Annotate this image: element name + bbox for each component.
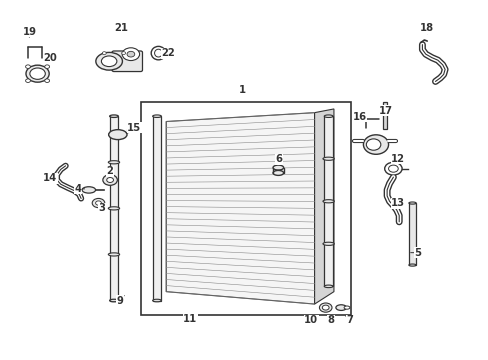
Text: 4: 4: [74, 184, 81, 194]
Ellipse shape: [322, 157, 334, 160]
Ellipse shape: [408, 202, 415, 204]
Text: 6: 6: [275, 154, 282, 165]
Circle shape: [106, 177, 113, 183]
Text: 22: 22: [161, 48, 175, 58]
Bar: [382, 102, 386, 129]
Text: 7: 7: [346, 315, 353, 325]
Text: 12: 12: [390, 154, 405, 164]
Ellipse shape: [324, 285, 332, 288]
Bar: [408, 203, 415, 265]
Text: 14: 14: [43, 173, 57, 183]
Circle shape: [102, 175, 117, 185]
Text: 2: 2: [106, 166, 113, 176]
Ellipse shape: [152, 299, 161, 302]
Text: 9: 9: [116, 296, 123, 306]
Ellipse shape: [366, 139, 380, 150]
Circle shape: [44, 65, 49, 68]
Text: 18: 18: [419, 23, 433, 33]
Bar: [152, 116, 161, 301]
Circle shape: [388, 165, 397, 172]
Circle shape: [95, 201, 101, 205]
Ellipse shape: [322, 242, 334, 246]
Ellipse shape: [26, 65, 49, 82]
Ellipse shape: [272, 170, 283, 175]
Ellipse shape: [109, 299, 118, 302]
Circle shape: [92, 198, 104, 208]
FancyBboxPatch shape: [112, 51, 142, 72]
Text: 13: 13: [390, 198, 405, 208]
Ellipse shape: [154, 49, 162, 57]
Bar: [109, 116, 118, 301]
Text: 5: 5: [413, 248, 420, 258]
Circle shape: [122, 52, 125, 54]
Ellipse shape: [344, 306, 349, 309]
Text: 21: 21: [114, 23, 128, 33]
Bar: [140, 102, 350, 315]
Circle shape: [102, 52, 106, 54]
Circle shape: [322, 305, 328, 310]
Polygon shape: [314, 109, 333, 304]
Bar: [32, 72, 38, 76]
Circle shape: [384, 162, 401, 175]
Ellipse shape: [408, 264, 415, 266]
Ellipse shape: [335, 305, 346, 310]
Text: 19: 19: [22, 27, 36, 37]
Text: 10: 10: [304, 315, 318, 325]
Ellipse shape: [108, 207, 120, 210]
Text: 3: 3: [98, 203, 105, 213]
Ellipse shape: [151, 46, 165, 60]
Text: 15: 15: [127, 122, 141, 132]
Circle shape: [25, 65, 30, 68]
Ellipse shape: [101, 56, 117, 67]
Text: 20: 20: [43, 53, 57, 63]
Ellipse shape: [108, 253, 120, 256]
Ellipse shape: [152, 115, 161, 117]
Ellipse shape: [324, 115, 332, 117]
Text: 16: 16: [352, 112, 366, 122]
Circle shape: [44, 79, 49, 82]
Text: 1: 1: [238, 85, 245, 95]
Polygon shape: [166, 113, 314, 304]
Ellipse shape: [30, 68, 45, 79]
Circle shape: [127, 51, 135, 57]
Ellipse shape: [108, 130, 127, 140]
Ellipse shape: [82, 187, 95, 193]
Ellipse shape: [96, 53, 122, 70]
Text: 11: 11: [183, 314, 197, 324]
Ellipse shape: [272, 165, 283, 170]
Circle shape: [319, 303, 331, 312]
Ellipse shape: [109, 115, 118, 117]
Ellipse shape: [108, 161, 120, 164]
Text: 8: 8: [326, 315, 333, 325]
Circle shape: [122, 48, 139, 60]
Text: 17: 17: [378, 106, 392, 116]
Bar: [324, 116, 332, 286]
Ellipse shape: [322, 200, 334, 203]
Circle shape: [25, 79, 30, 82]
Ellipse shape: [363, 135, 388, 154]
